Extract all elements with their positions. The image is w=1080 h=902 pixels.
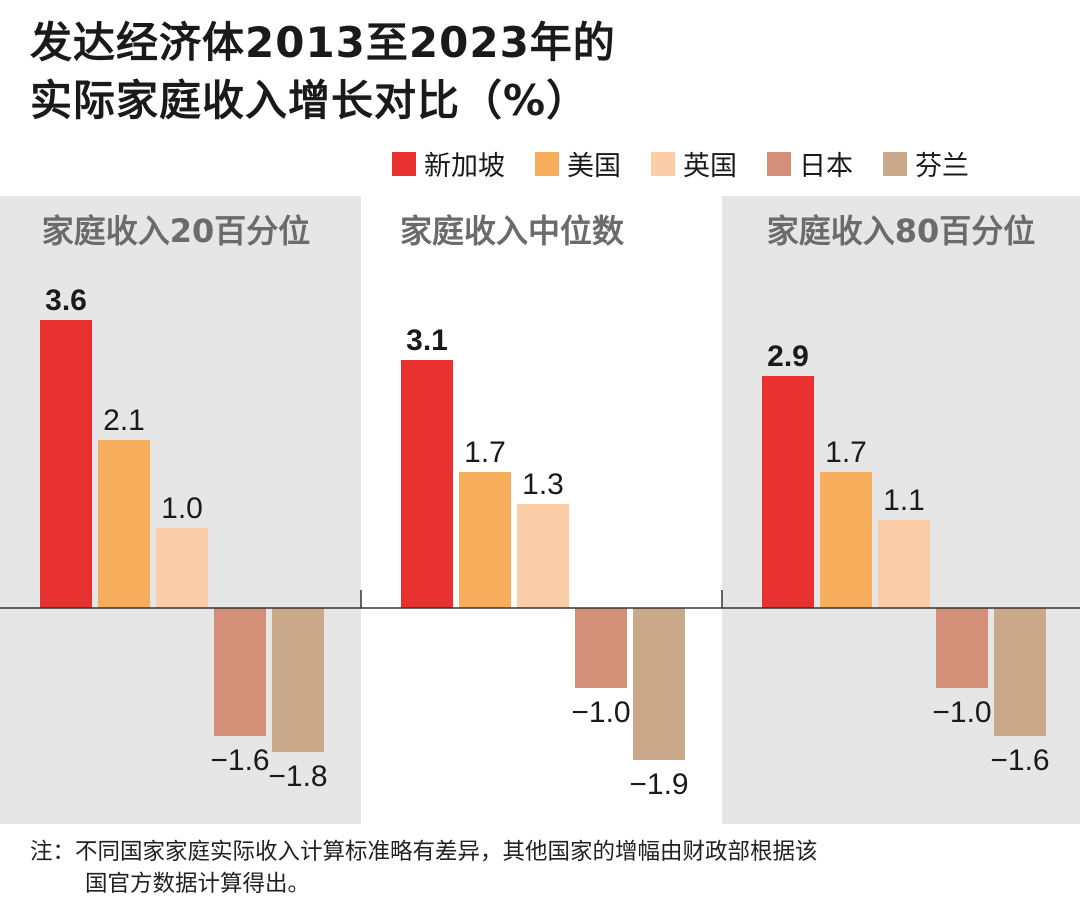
bar: [214, 608, 266, 736]
data-label: −1.9: [629, 768, 688, 801]
bar: [272, 608, 324, 752]
chart-title: 发达经济体2013至2023年的 实际家庭收入增长对比（%）: [30, 14, 616, 130]
bar: [994, 608, 1046, 736]
legend: 新加坡 美国 英国 日本 芬兰: [392, 144, 969, 183]
title-line-1: 发达经济体2013至2023年的: [30, 18, 616, 67]
footnote: 注：不同国家家庭实际收入计算标准略有差异，其他国家的增幅由财政部根据该 国官方数…: [30, 836, 1060, 900]
legend-item-usa: 美国: [535, 144, 621, 183]
bar: [820, 472, 872, 608]
data-label: 3.1: [406, 324, 448, 357]
data-label: 1.7: [464, 436, 506, 469]
legend-swatch: [392, 151, 416, 176]
bar: [517, 504, 569, 608]
panel-title: 家庭收入中位数: [400, 212, 625, 250]
data-label: −1.6: [210, 744, 269, 777]
data-label: 2.9: [767, 340, 809, 373]
bar: [459, 472, 511, 608]
bar: [401, 360, 453, 608]
bar: [156, 528, 208, 608]
legend-swatch: [883, 151, 907, 176]
data-label: 2.1: [103, 404, 145, 437]
legend-label: 英国: [683, 151, 737, 182]
bar: [575, 608, 627, 688]
legend-label: 新加坡: [424, 151, 505, 182]
data-label: 1.1: [883, 484, 925, 517]
legend-swatch: [767, 151, 791, 176]
bar: [98, 440, 150, 608]
data-label: 3.6: [45, 284, 87, 317]
legend-item-singapore: 新加坡: [392, 144, 505, 183]
legend-label: 芬兰: [915, 151, 969, 182]
legend-item-japan: 日本: [767, 144, 853, 183]
panel-title: 家庭收入80百分位: [767, 212, 1036, 250]
bar: [633, 608, 685, 760]
data-label: −1.8: [268, 760, 327, 793]
title-line-2: 实际家庭收入增长对比（%）: [30, 76, 590, 125]
legend-swatch: [535, 151, 559, 176]
bar: [40, 320, 92, 608]
footnote-line-1: 注：不同国家家庭实际收入计算标准略有差异，其他国家的增幅由财政部根据该: [30, 839, 818, 865]
data-label: 1.3: [522, 468, 564, 501]
legend-swatch: [651, 151, 675, 176]
bar: [878, 520, 930, 608]
legend-label: 日本: [799, 151, 853, 182]
footnote-line-2: 国官方数据计算得出。: [85, 871, 311, 897]
data-label: −1.0: [571, 696, 630, 729]
data-label: 1.7: [825, 436, 867, 469]
legend-item-uk: 英国: [651, 144, 737, 183]
bar: [936, 608, 988, 688]
data-label: −1.6: [990, 744, 1049, 777]
data-label: 1.0: [161, 492, 203, 525]
panel-title: 家庭收入20百分位: [42, 212, 311, 250]
legend-label: 美国: [567, 151, 621, 182]
bar: [762, 376, 814, 608]
bar-chart: 家庭收入20百分位 家庭收入中位数 家庭收入80百分位 3.6 3.1 2.9 2.1 1.7…: [0, 196, 1080, 824]
data-label: −1.0: [932, 696, 991, 729]
legend-item-finland: 芬兰: [883, 144, 969, 183]
